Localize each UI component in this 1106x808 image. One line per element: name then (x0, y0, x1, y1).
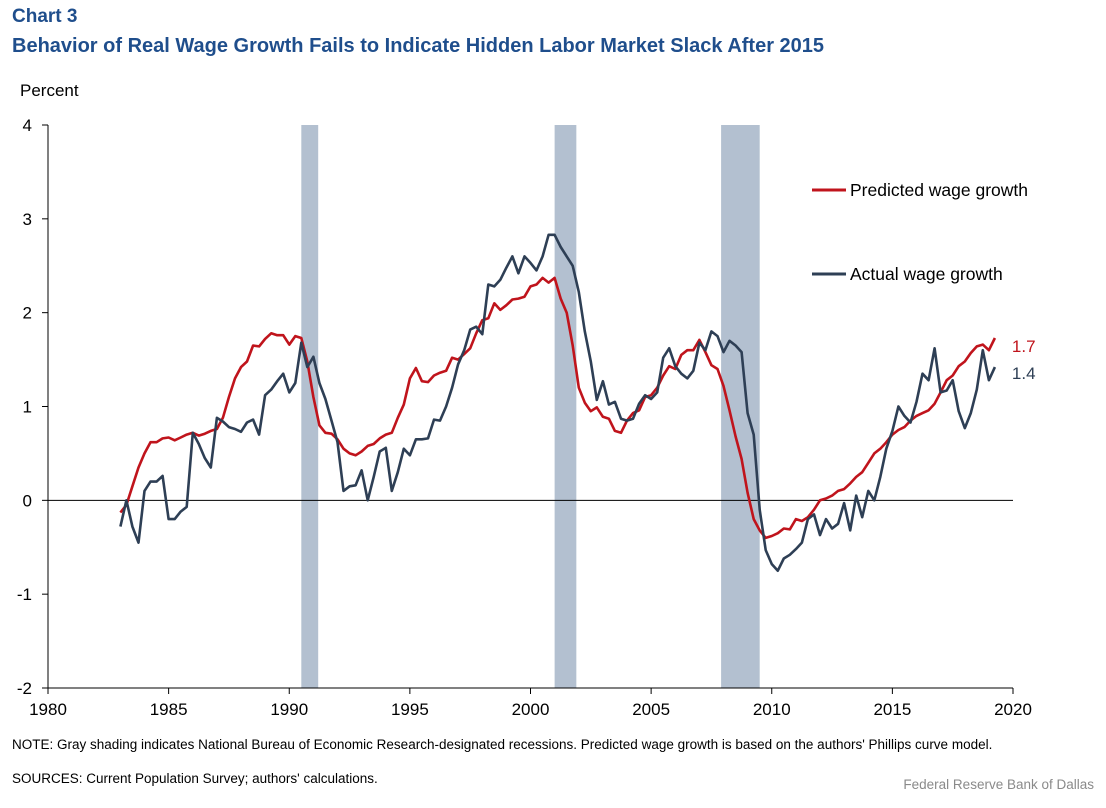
actual-end-label: 1.4 (1012, 364, 1036, 383)
y-tick-label: 1 (23, 398, 32, 417)
chart-note: NOTE: Gray shading indicates National Bu… (12, 737, 993, 752)
predicted-end-label: 1.7 (1012, 337, 1036, 356)
recession-band (554, 125, 577, 688)
chart-number: Chart 3 (12, 6, 78, 27)
legend-label: Actual wage growth (850, 264, 1003, 284)
chart-sources: SOURCES: Current Population Survey; auth… (12, 771, 378, 786)
x-tick-label: 1990 (270, 700, 308, 719)
legend-label: Predicted wage growth (850, 180, 1028, 200)
y-tick-label: 0 (23, 491, 32, 510)
y-tick-label: -1 (17, 585, 32, 604)
chart-title: Behavior of Real Wage Growth Fails to In… (12, 35, 825, 57)
y-tick-label: -2 (17, 679, 32, 698)
line-chart: -2 -1 0 1 2 3 4 1980 1985 1990 1995 2000 2005 2010 201… (17, 81, 1036, 719)
recession-band (721, 125, 760, 688)
y-tick-label: 3 (23, 210, 32, 229)
x-tick-label: 2000 (512, 700, 550, 719)
x-tick-label: 1995 (391, 700, 429, 719)
x-tick-label: 2015 (873, 700, 911, 719)
predicted-wage-growth-line (119, 276, 997, 540)
y-axis-label: Percent (20, 81, 79, 100)
x-tick-label: 2010 (753, 700, 791, 719)
y-tick-label: 2 (23, 304, 32, 323)
x-tick-label: 1985 (150, 700, 188, 719)
publisher-credit: Federal Reserve Bank of Dallas (903, 777, 1094, 792)
x-tick-label: 2020 (994, 700, 1032, 719)
actual-wage-growth-line (119, 233, 997, 573)
recession-band (301, 125, 319, 688)
x-tick-label: 1980 (29, 700, 67, 719)
y-tick-label: 4 (23, 116, 32, 135)
x-tick-label: 2005 (632, 700, 670, 719)
